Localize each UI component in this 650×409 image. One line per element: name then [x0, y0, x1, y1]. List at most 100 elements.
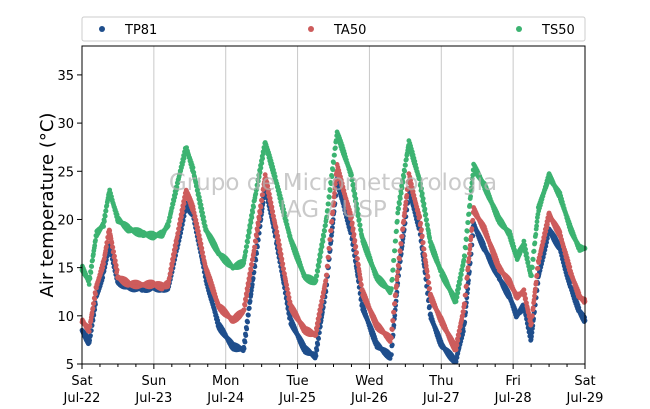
data-point: [339, 181, 345, 186]
data-point: [392, 301, 398, 306]
data-point: [260, 192, 265, 198]
data-point: [317, 259, 322, 265]
data-point: [465, 220, 471, 226]
data-point: [245, 288, 251, 294]
data-point: [320, 294, 326, 300]
data-point: [100, 265, 106, 271]
data-point: [248, 220, 254, 226]
data-point: [464, 228, 470, 234]
data-point: [316, 318, 321, 324]
data-point: [253, 191, 259, 197]
data-point: [401, 218, 407, 224]
data-point: [315, 268, 321, 274]
data-point: [252, 244, 258, 250]
data-point: [456, 333, 462, 339]
x-tick-label-day-0: Sat: [71, 374, 92, 389]
data-point: [355, 206, 360, 212]
data-point: [544, 225, 549, 231]
data-point: [396, 206, 401, 212]
data-point: [244, 244, 250, 250]
data-point: [110, 244, 116, 250]
data-point: [86, 329, 92, 334]
data-point: [314, 347, 320, 353]
data-point: [114, 267, 120, 273]
data-point: [389, 276, 395, 282]
data-point: [104, 239, 110, 245]
data-point: [419, 233, 425, 239]
data-point: [358, 277, 363, 282]
data-point: [104, 244, 109, 250]
legend-marker-TP81: [99, 26, 105, 32]
data-point: [533, 279, 539, 285]
y-tick-label-5: 30: [57, 117, 74, 132]
data-point: [389, 342, 395, 348]
data-point: [534, 223, 539, 229]
data-point: [328, 181, 334, 187]
y-axis-label: Air temperature (°C): [37, 113, 58, 298]
data-point: [421, 201, 427, 207]
data-point: [111, 249, 116, 255]
data-point: [275, 233, 281, 239]
data-point: [181, 201, 187, 207]
data-point: [351, 232, 357, 237]
data-point: [461, 329, 466, 334]
data-point: [173, 191, 179, 197]
data-point: [324, 272, 330, 278]
data-point: [286, 295, 292, 300]
legend-marker-TA50: [308, 26, 314, 32]
data-point: [257, 210, 263, 216]
data-point: [545, 222, 550, 227]
y-tick-label-3: 20: [57, 213, 74, 228]
data-point: [255, 228, 260, 233]
data-point: [467, 246, 473, 252]
data-point: [469, 226, 475, 232]
data-point: [399, 234, 405, 239]
data-point: [316, 336, 321, 341]
data-point: [246, 283, 251, 289]
data-point: [277, 242, 282, 248]
data-point: [530, 265, 535, 270]
data-point: [248, 291, 254, 297]
data-point: [534, 219, 540, 225]
data-point: [274, 229, 280, 235]
data-point: [193, 217, 199, 223]
data-point: [466, 256, 472, 261]
data-point: [391, 322, 397, 328]
data-point: [422, 206, 428, 212]
data-point: [464, 274, 470, 280]
data-point: [467, 202, 473, 208]
data-point: [454, 342, 460, 348]
data-point: [318, 304, 324, 310]
data-point: [534, 272, 540, 278]
data-point: [329, 218, 335, 224]
data-point: [464, 283, 469, 289]
data-point: [250, 276, 256, 281]
data-point: [469, 176, 475, 182]
data-point: [91, 301, 97, 306]
data-point: [168, 271, 173, 277]
data-point: [281, 266, 286, 272]
data-point: [425, 274, 431, 280]
data-point: [261, 186, 266, 191]
data-point: [357, 222, 363, 228]
data-point: [169, 263, 175, 269]
data-point: [402, 210, 407, 216]
data-point: [250, 256, 256, 262]
data-point: [389, 335, 394, 341]
data-point: [254, 187, 259, 193]
x-tick-label-date-2: Jul-24: [206, 391, 244, 406]
data-point: [277, 247, 283, 252]
data-point: [247, 273, 253, 278]
data-point: [536, 260, 542, 265]
data-point: [531, 297, 537, 303]
data-point: [93, 238, 98, 243]
data-point: [323, 278, 329, 283]
data-point: [86, 282, 92, 287]
data-point: [314, 273, 320, 279]
data-point: [244, 326, 250, 332]
data-point: [535, 265, 541, 271]
data-point: [531, 248, 537, 254]
data-point: [314, 328, 320, 333]
data-point: [243, 298, 249, 303]
data-point: [392, 248, 398, 254]
